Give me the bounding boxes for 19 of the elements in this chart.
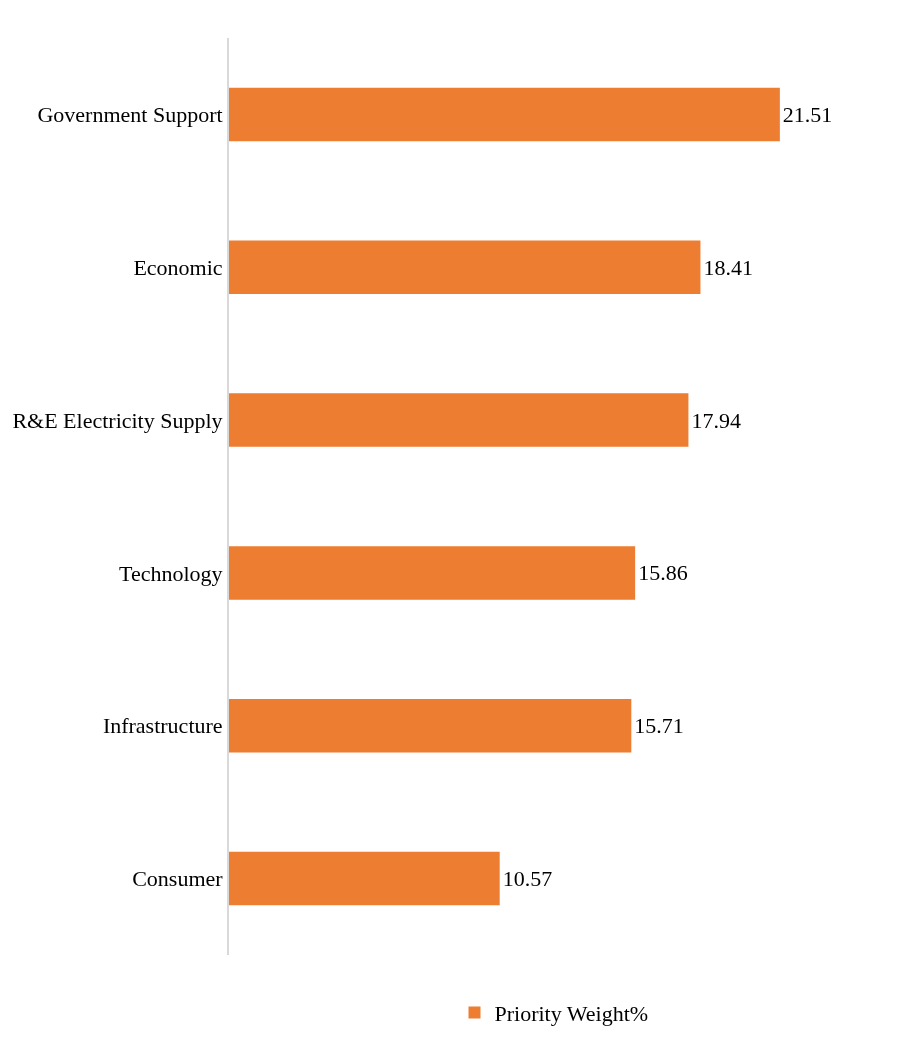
bar (229, 546, 636, 600)
data-label: 10.57 (502, 866, 553, 892)
y-tick-label: Economic (133, 254, 223, 280)
data-label: 15.86 (638, 560, 688, 586)
y-tick-label: R&E Electricity Supply (12, 407, 223, 433)
y-tick-label: Consumer (132, 866, 224, 892)
bar (229, 699, 632, 753)
bar (229, 851, 500, 906)
bar (229, 240, 701, 294)
legend-label: Priority Weight% (494, 1001, 649, 1027)
data-label: 18.41 (703, 254, 753, 280)
data-label: 21.51 (782, 101, 833, 127)
bar (229, 87, 780, 142)
bar (229, 393, 689, 447)
y-tick-label: Technology (119, 560, 223, 586)
y-tick-label: Infrastructure (102, 713, 223, 739)
data-label: 15.71 (634, 713, 684, 739)
y-tick-label: Government Support (37, 102, 223, 128)
data-label: 17.94 (691, 407, 741, 433)
